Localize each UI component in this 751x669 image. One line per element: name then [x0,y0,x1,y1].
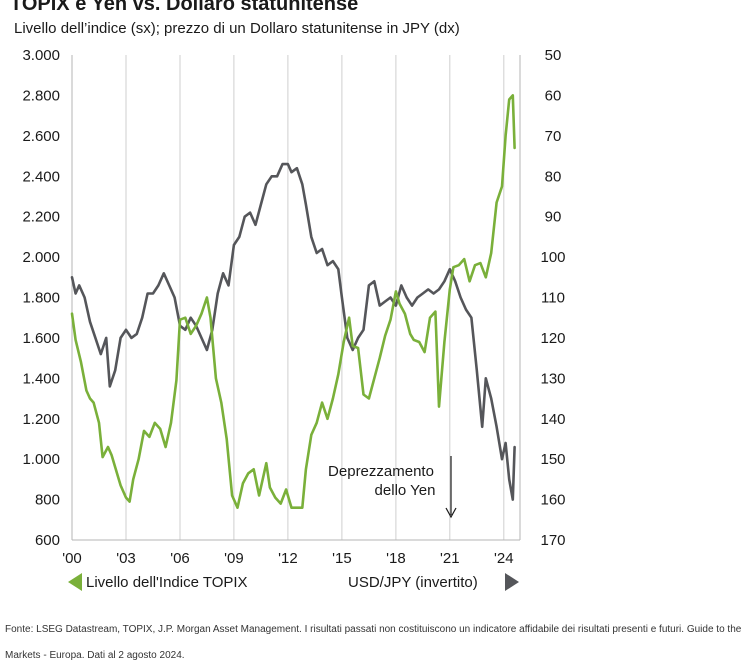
left-y-tick-label: 1.000 [22,451,60,468]
annotation-arrow [445,456,457,519]
right-y-tick-label: 160 [540,492,565,509]
left-y-tick-label: 1.600 [22,330,60,347]
left-y-tick-label: 2.200 [22,209,60,226]
chart-svg: 600 800 1.000 1.200 1.400 1.600 1.800 2.000 2.20… [22,47,566,591]
annotation-line-2: dello Yen [375,482,436,499]
footnote: Fonte: LSEG Datastream, TOPIX, J.P. Morg… [5,624,742,661]
left-y-tick-label: 2.600 [22,128,60,145]
legend-right-triangle-icon [505,573,519,591]
left-y-tick-label: 1.200 [22,411,60,428]
right-y-tick-label: 70 [545,128,562,145]
chart-subtitle: Livello dell’indice (sx); prezzo di un D… [14,20,460,37]
left-y-tick-label: 3.000 [22,47,60,64]
x-tick-label: '00 [62,550,82,567]
legend-left-label: Livello dell'Indice TOPIX [86,574,248,591]
topix-line [70,94,516,509]
legend-right-label: USD/JPY (invertito) [348,574,478,591]
x-tick-label: '18 [386,550,406,567]
right-y-tick-labels: 50 60 70 80 90 100 110 120 130 140 150 160 170 [540,47,565,549]
series-lines [70,94,516,509]
right-y-tick-label: 60 [545,87,562,104]
legend-left-triangle-icon [68,573,82,591]
annotation-line-1: Deprezzamento [328,463,434,480]
x-tick-label: '06 [170,550,190,567]
left-y-tick-label: 1.400 [22,370,60,387]
right-y-tick-label: 150 [540,451,565,468]
right-y-tick-label: 100 [540,249,565,266]
x-tick-label: '03 [116,550,136,567]
x-tick-labels: '00 '03 '06 '09 '12 '15 '18 '21 '24 [62,550,513,567]
legend: Livello dell'Indice TOPIX USD/JPY (inver… [68,573,519,591]
x-tick-label: '24 [494,550,514,567]
right-y-tick-label: 170 [540,532,565,549]
left-y-tick-label: 2.800 [22,87,60,104]
right-y-tick-label: 90 [545,209,562,226]
right-y-tick-label: 120 [540,330,565,347]
usdjpy-line [70,162,516,501]
chart-title: TOPIX e Yen vs. Dollaro statunitense [10,0,359,15]
right-y-tick-label: 140 [540,411,565,428]
left-y-tick-label: 800 [35,492,60,509]
right-y-tick-label: 110 [541,290,565,307]
x-tick-label: '21 [440,550,460,567]
left-y-tick-label: 2.400 [22,168,60,185]
left-y-tick-label: 2.000 [22,249,60,266]
x-tick-label: '15 [332,550,352,567]
right-y-tick-label: 50 [545,47,562,64]
left-y-tick-labels: 600 800 1.000 1.200 1.400 1.600 1.800 2.000 2.20… [22,47,60,549]
right-y-tick-label: 130 [540,370,565,387]
left-y-tick-label: 600 [35,532,60,549]
x-tick-label: '09 [224,550,244,567]
x-tick-label: '12 [278,550,298,567]
left-y-tick-label: 1.800 [22,290,60,307]
right-y-tick-label: 80 [545,168,562,185]
